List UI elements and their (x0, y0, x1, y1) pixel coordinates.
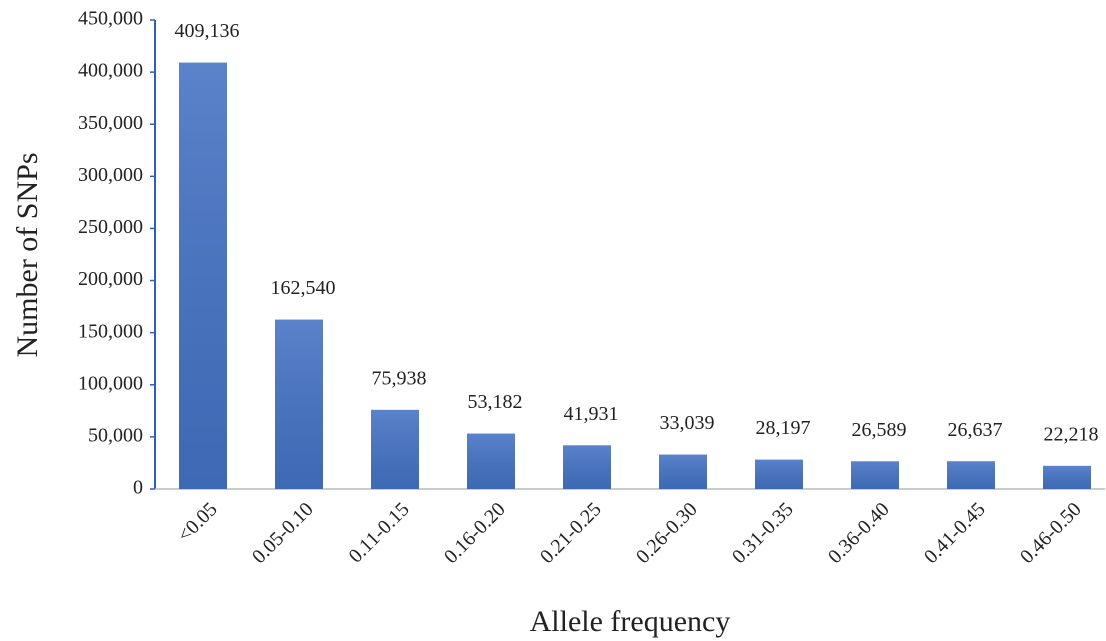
y-tick-label: 350,000 (78, 112, 143, 134)
x-tick-label: 0.21-0.25 (536, 498, 606, 568)
y-tick-label: 450,000 (78, 8, 143, 30)
bar-shade (947, 461, 995, 489)
value-label: 53,182 (468, 391, 523, 413)
bar-shade (755, 459, 803, 489)
x-tick-label: 0.11-0.15 (345, 498, 414, 567)
bar-shade (371, 409, 419, 489)
x-tick-label: 0.16-0.20 (440, 498, 510, 568)
y-tick-label: 300,000 (78, 164, 143, 186)
x-tick-label: 0.05-0.10 (248, 498, 318, 568)
x-tick-label: 0.31-0.35 (728, 498, 798, 568)
value-label: 409,136 (175, 20, 240, 42)
x-tick-label: <0.05 (174, 498, 222, 546)
bar-shade (659, 454, 707, 489)
value-label: 22,218 (1044, 423, 1099, 445)
bar-shade (275, 319, 323, 489)
bar-shade (563, 445, 611, 489)
y-tick-label: 250,000 (78, 216, 143, 238)
bar-shade (467, 433, 515, 489)
value-label: 26,637 (948, 419, 1003, 441)
y-tick-label: 50,000 (88, 424, 143, 446)
x-tick-label: 0.46-0.50 (1016, 498, 1086, 568)
x-tick-label: 0.26-0.30 (632, 498, 702, 568)
value-label: 75,938 (372, 367, 427, 389)
y-tick-label: 400,000 (78, 60, 143, 82)
y-tick-label: 150,000 (78, 320, 143, 342)
x-tick-label: 0.41-0.45 (920, 498, 990, 568)
value-label: 28,197 (756, 417, 811, 439)
y-tick-label: 100,000 (78, 372, 143, 394)
x-axis-title: Allele frequency (530, 605, 731, 638)
y-tick-label: 200,000 (78, 268, 143, 290)
y-axis-title: Number of SNPs (11, 152, 44, 357)
y-tick-label: 0 (133, 477, 143, 499)
x-tick-label: 0.36-0.40 (824, 498, 894, 568)
value-label: 41,931 (564, 403, 619, 425)
bar-shade (1043, 465, 1091, 489)
bar-shade (179, 62, 227, 490)
value-label: 33,039 (660, 412, 715, 434)
value-label: 162,540 (271, 277, 336, 299)
value-label: 26,589 (852, 419, 907, 441)
bar-shade (851, 461, 899, 489)
